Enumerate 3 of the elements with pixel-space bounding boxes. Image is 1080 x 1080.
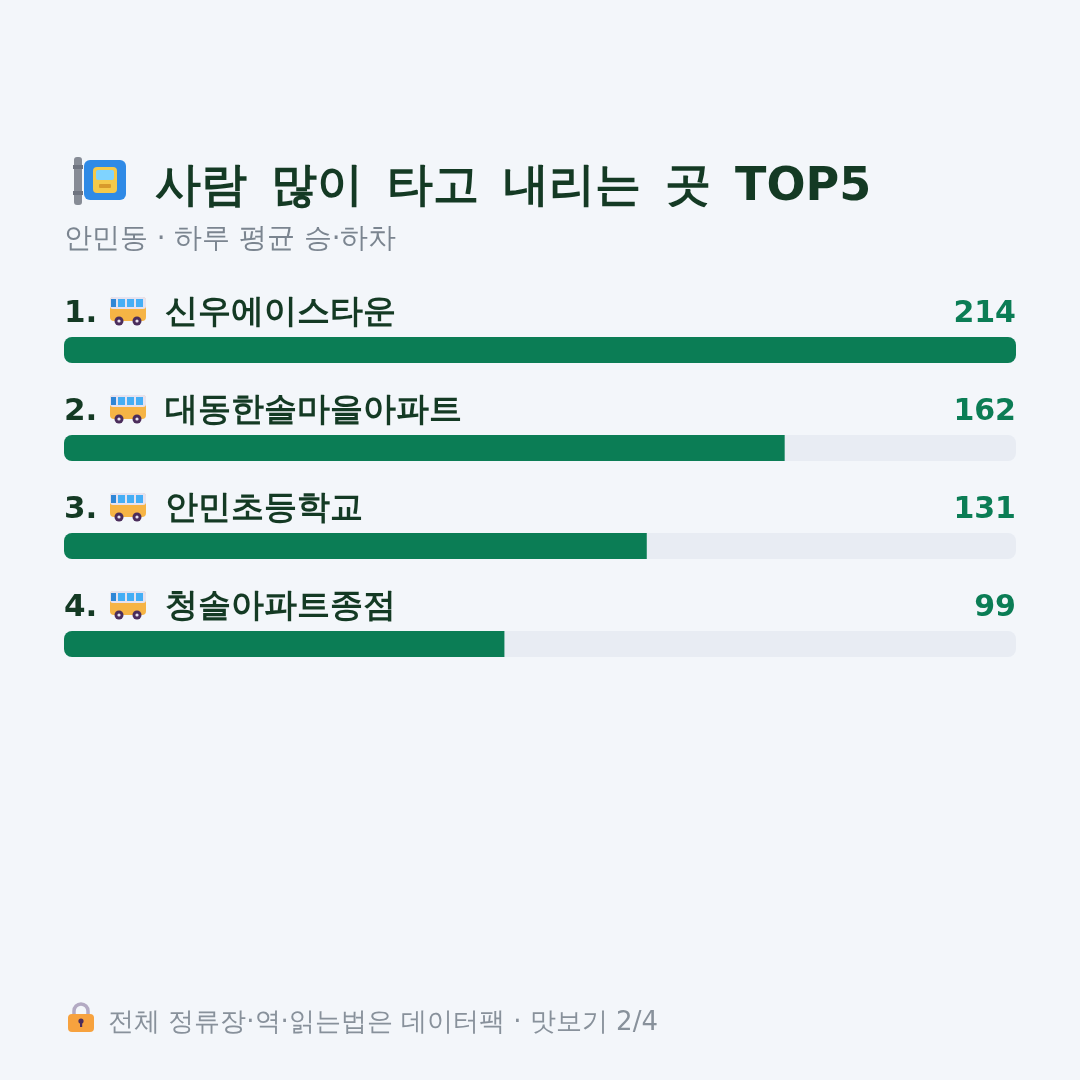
annotation: 전체 정류장·역·읽는법은 데이터팩 · 맛보기 2/4 xyxy=(108,1006,658,1036)
subtitle: 안민동 · 하루 평균 승·하차 xyxy=(64,221,397,253)
title: 사람 많이 타고 내리는 곳 TOP5 xyxy=(155,157,872,211)
